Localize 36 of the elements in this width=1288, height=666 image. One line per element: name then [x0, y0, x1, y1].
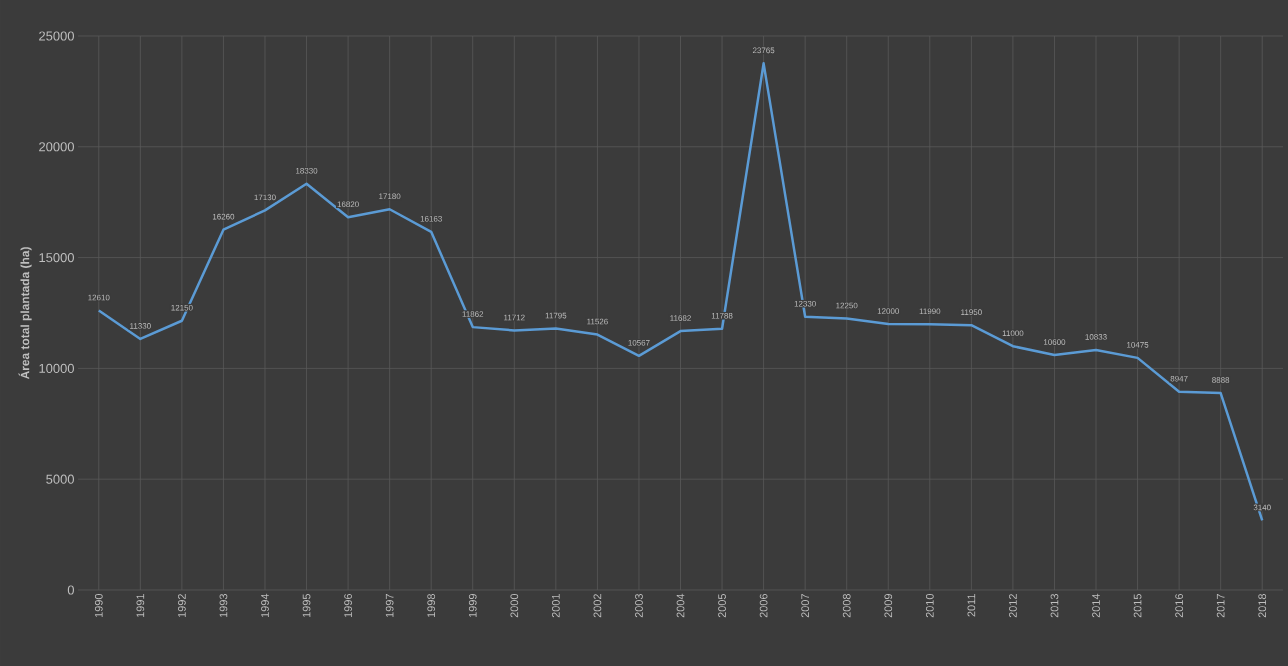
- y-tick-label: 5000: [46, 474, 74, 484]
- x-tick-label: 2010: [925, 593, 934, 618]
- x-tick-label: 2018: [1258, 594, 1267, 618]
- x-tick-label: 1997: [385, 594, 394, 618]
- x-tick-label: 2003: [635, 594, 643, 618]
- x-tick-label: 2000: [510, 593, 519, 618]
- x-tick-label: 2013: [1050, 594, 1059, 618]
- x-tick-label: 2009: [884, 594, 893, 618]
- x-tick-label: 2016: [1175, 594, 1183, 618]
- x-tick-label: 2004: [676, 593, 685, 618]
- x-tick-label: 1994: [261, 593, 269, 618]
- x-tick-label: 1991: [136, 594, 145, 618]
- y-tick-label: 25000: [39, 31, 74, 41]
- y-axis-title: Área total plantada (ha): [18, 247, 32, 380]
- x-tick-label: 2012: [1009, 594, 1017, 618]
- x-tick-label: 2011: [967, 594, 976, 617]
- x-tick-label: 1996: [344, 594, 352, 618]
- x-tick-label: 1990: [94, 593, 103, 618]
- x-tick-label: 2008: [842, 594, 851, 618]
- x-tick-label: 2006: [759, 594, 768, 618]
- x-tick-label: 2015: [1133, 593, 1142, 618]
- y-tick-label: 15000: [39, 253, 74, 263]
- x-tick-label: 2007: [801, 594, 810, 618]
- y-tick-label: 0: [67, 585, 74, 595]
- x-tick-label: 2001: [551, 594, 560, 618]
- x-tick-label: 2005: [718, 593, 726, 618]
- x-tick-label: 1999: [468, 594, 477, 618]
- x-tick-label: 1995: [302, 593, 311, 618]
- x-tick-label: 2002: [593, 594, 602, 618]
- y-tick-label: 20000: [39, 142, 74, 152]
- x-tick-label: 2017: [1216, 594, 1225, 618]
- x-tick-label: 1992: [178, 594, 186, 618]
- x-tick-label: 1993: [219, 594, 228, 618]
- x-tick-label: 2014: [1092, 593, 1100, 618]
- x-tick-label: 1998: [427, 594, 436, 618]
- y-tick-label: 10000: [39, 363, 74, 373]
